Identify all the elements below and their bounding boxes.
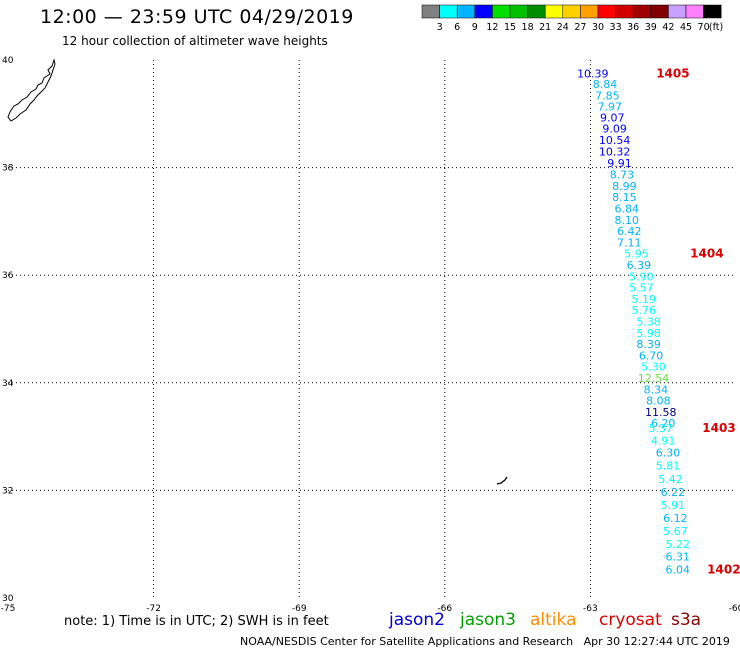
y-tick-label: 36 xyxy=(2,271,14,281)
footer-note: note: 1) Time is in UTC; 2) SWH is in fe… xyxy=(64,614,329,629)
colorbar-label: 39 xyxy=(645,22,657,33)
wave-height-value: 6.30 xyxy=(656,447,681,460)
wave-height-value: 5.90 xyxy=(629,270,654,283)
wave-height-value: 6.20 xyxy=(651,417,676,430)
pass-number-label: 1405 xyxy=(656,66,689,80)
wave-height-value: 5.76 xyxy=(632,304,657,317)
wave-height-value: 12.54 xyxy=(638,372,670,385)
colorbar-label: 12 xyxy=(486,22,498,33)
grid-lines xyxy=(8,60,736,598)
wave-height-map: -75 -72 -69 -66 -63 -60 30 32 34 36 38 40 10.398.84… xyxy=(1,56,740,612)
colorbar-label: 18 xyxy=(522,22,534,33)
wave-height-values: 10.398.847.857.979.079.0910.5410.329.918… xyxy=(577,67,690,576)
wave-height-value: 5.38 xyxy=(636,315,661,328)
wave-height-value: 5.67 xyxy=(663,525,688,538)
colorbar-label: 15 xyxy=(504,22,516,33)
wave-height-value: 9.91 xyxy=(607,157,632,170)
wave-height-value: 10.54 xyxy=(599,134,631,147)
wave-height-value: 5.91 xyxy=(661,499,686,512)
colorbar-label: 30 xyxy=(592,22,604,33)
wave-height-value: 5.19 xyxy=(632,293,657,306)
colorbar-swatch xyxy=(703,4,722,19)
wave-height-value: 8.73 xyxy=(610,169,635,182)
wave-height-value: 8.99 xyxy=(612,180,637,193)
wave-height-value: 10.39 xyxy=(577,67,609,80)
wave-height-value: 10.32 xyxy=(599,145,631,158)
colorbar-label: 3 xyxy=(437,22,443,33)
island-bermuda xyxy=(496,476,508,485)
legend-item-cryosat: cryosat xyxy=(599,610,662,630)
colorbar-label: 36 xyxy=(627,22,639,33)
wave-height-value: 6.84 xyxy=(615,202,640,215)
colorbar-label: 33 xyxy=(610,22,622,33)
wave-height-value: 6.12 xyxy=(663,512,688,525)
wave-height-value: 6.39 xyxy=(627,259,652,272)
satellite-legend: jason2 jason3 altika cryosat s3a xyxy=(0,610,740,632)
x-tick-label: -72 xyxy=(146,604,161,612)
wave-height-value: 5.98 xyxy=(636,327,661,340)
colorbar-label: 45 xyxy=(680,22,692,33)
pass-number-label: 1404 xyxy=(690,247,723,261)
wave-height-value: 6.04 xyxy=(666,563,691,576)
wave-height-value: 5.30 xyxy=(641,361,666,374)
y-tick-label: 40 xyxy=(2,56,14,66)
legend-item-jason3: jason3 xyxy=(460,610,516,630)
wave-height-value: 5.42 xyxy=(658,473,683,486)
y-tick-label: 34 xyxy=(2,379,14,389)
colorbar-label: 9 xyxy=(472,22,478,33)
legend-item-altika: altika xyxy=(530,610,577,630)
wave-height-value: 8.15 xyxy=(612,191,637,204)
colorbar-label: 6 xyxy=(454,22,460,33)
y-tick-label: 38 xyxy=(2,164,14,174)
wave-height-value: 6.31 xyxy=(666,551,691,564)
legend-item-s3a: s3a xyxy=(671,610,702,630)
wave-height-value: 8.34 xyxy=(644,383,669,396)
wave-height-value: 9.09 xyxy=(602,122,627,135)
wave-height-value: 4.91 xyxy=(651,434,676,447)
x-tick-label: -69 xyxy=(292,604,307,612)
coastline-layer xyxy=(7,58,508,485)
x-tick-label: -60 xyxy=(729,604,740,612)
wave-height-value: 5.95 xyxy=(624,248,649,261)
wave-height-value: 8.39 xyxy=(636,338,661,351)
wave-height-value: 5.81 xyxy=(656,460,681,473)
coastline-north-america xyxy=(7,58,56,122)
colorbar-label: 70 xyxy=(698,22,710,33)
wave-height-value: 9.07 xyxy=(600,112,625,125)
pass-labels: 1405 1404 1403 1402 xyxy=(656,66,740,576)
color-scale-bar: 3 6 9 12 15 18 21 24 27 30 33 36 39 42 45 70 (ft) xyxy=(421,4,723,33)
wave-height-value: 5.22 xyxy=(666,538,691,551)
wave-height-value: 6.70 xyxy=(639,349,664,362)
colorbar-unit: (ft) xyxy=(709,22,723,33)
colorbar-label: 42 xyxy=(662,22,674,33)
colorbar-label: 27 xyxy=(574,22,586,33)
axis-ticks: -75 -72 -69 -66 -63 -60 30 32 34 36 38 40 xyxy=(1,56,740,612)
wave-height-value: 7.11 xyxy=(617,236,642,249)
wave-height-value: 6.22 xyxy=(661,486,686,499)
x-tick-label: -66 xyxy=(437,604,452,612)
y-tick-label: 30 xyxy=(2,594,14,604)
colorbar-label: 21 xyxy=(539,22,551,33)
wave-height-value: 7.85 xyxy=(595,90,620,103)
x-tick-label: -63 xyxy=(583,604,598,612)
y-tick-label: 32 xyxy=(2,486,13,496)
colorbar-label: 24 xyxy=(557,22,569,33)
wave-height-value: 11.58 xyxy=(645,406,677,419)
wave-height-value: 6.42 xyxy=(617,225,642,238)
wave-height-value: 7.97 xyxy=(598,100,623,113)
wave-height-value: 5.57 xyxy=(629,282,654,295)
chart-subtitle: 12 hour collection of altimeter wave hei… xyxy=(62,34,328,48)
wave-height-value: 8.10 xyxy=(615,214,640,227)
pass-number-label: 1403 xyxy=(702,421,735,435)
chart-title: 12:00 — 23:59 UTC 04/29/2019 xyxy=(40,6,354,28)
legend-item-jason2: jason2 xyxy=(389,610,445,630)
wave-height-value: 8.84 xyxy=(593,78,618,91)
footer-credit: NOAA/NESDIS Center for Satellite Applica… xyxy=(240,635,730,648)
wave-height-value: 5.37 xyxy=(649,422,674,435)
pass-number-label: 1402 xyxy=(707,562,740,576)
wave-height-value: 8.08 xyxy=(646,395,671,408)
x-tick-label: -75 xyxy=(1,604,16,612)
